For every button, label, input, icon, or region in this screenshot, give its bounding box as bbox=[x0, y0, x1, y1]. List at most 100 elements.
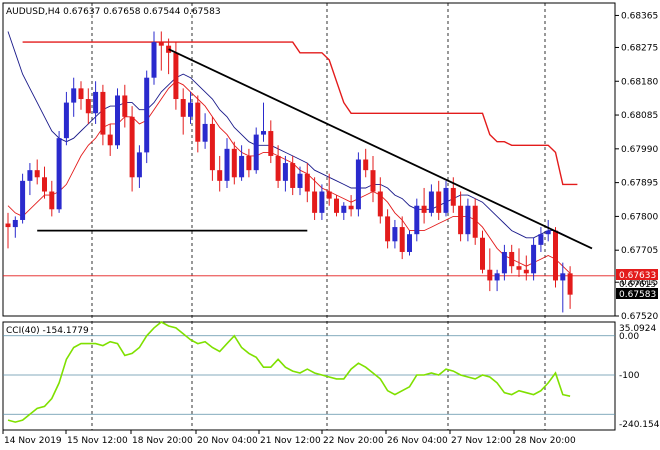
cci-levels bbox=[3, 335, 615, 415]
bid-price-label: 0.67633 bbox=[619, 271, 656, 281]
upper-band-line bbox=[22, 41, 578, 186]
candle-body bbox=[42, 177, 47, 192]
price-tick-label: 0.68365 bbox=[621, 11, 658, 21]
price-tick-label: 0.67800 bbox=[621, 212, 658, 222]
candle-body bbox=[56, 138, 62, 210]
close-price-flag bbox=[616, 288, 658, 299]
candle-body bbox=[523, 269, 529, 274]
price-tick-label: 0.67520 bbox=[621, 312, 658, 322]
candle-body bbox=[173, 52, 179, 100]
candle-body bbox=[202, 123, 208, 142]
candle-body bbox=[414, 205, 420, 235]
time-tick-label: 27 Nov 12:00 bbox=[451, 436, 512, 446]
price-panel[interactable] bbox=[2, 2, 616, 317]
candle-body bbox=[20, 180, 26, 220]
price-tick-label: 0.67615 bbox=[621, 278, 658, 288]
candle-body bbox=[531, 244, 537, 274]
candle-body bbox=[560, 273, 566, 281]
candle-body bbox=[180, 99, 186, 117]
candle-body bbox=[282, 163, 288, 181]
candle-body bbox=[545, 230, 551, 235]
candle-body bbox=[49, 191, 55, 210]
candle-body bbox=[480, 237, 485, 270]
candle-body bbox=[421, 205, 427, 213]
candle-body bbox=[348, 205, 354, 210]
candle-body bbox=[268, 131, 274, 156]
time-tick-label: 18 Nov 20:00 bbox=[132, 436, 193, 446]
candle-body bbox=[355, 159, 361, 210]
candle-body bbox=[217, 170, 223, 181]
candle-body bbox=[297, 173, 303, 188]
candle-body bbox=[334, 198, 339, 213]
candle-body bbox=[115, 95, 120, 146]
candle-body bbox=[399, 227, 405, 252]
candle-body bbox=[209, 123, 215, 171]
candle-body bbox=[428, 191, 434, 213]
candle-body bbox=[312, 191, 318, 213]
candle-body bbox=[326, 191, 332, 199]
candle-body bbox=[392, 227, 398, 242]
cci-panel[interactable] bbox=[2, 321, 616, 431]
below-bid-price-label: 0.67615 bbox=[619, 280, 656, 290]
time-tick-label: 20 Nov 04:00 bbox=[197, 436, 258, 446]
candle-body bbox=[407, 234, 412, 252]
candle-body bbox=[34, 170, 40, 178]
bid-price-flag bbox=[616, 269, 658, 280]
time-tick-label: 14 Nov 2019 bbox=[4, 436, 62, 446]
candle-body bbox=[319, 191, 325, 213]
candle-body bbox=[129, 116, 135, 178]
candle-body bbox=[553, 230, 558, 281]
candle-body bbox=[501, 251, 507, 274]
candle-body bbox=[465, 205, 471, 235]
time-axis: 14 Nov 2019 15 Nov 12:00 18 Nov 20:00 20 No… bbox=[2, 430, 576, 446]
cci-minus-100-label: -100 bbox=[619, 371, 640, 381]
price-tick-label: 0.68275 bbox=[621, 43, 658, 53]
candle-body bbox=[246, 155, 252, 171]
vertical-grid bbox=[91, 3, 546, 430]
cci-max-label: 35.0924 bbox=[619, 324, 656, 334]
trendlines bbox=[37, 48, 593, 250]
candle-body bbox=[231, 148, 237, 178]
candle-body bbox=[487, 269, 493, 281]
candle-body bbox=[450, 187, 456, 206]
candle-body bbox=[290, 163, 296, 188]
candle-body bbox=[363, 159, 369, 171]
candle-body bbox=[538, 234, 544, 245]
candle-body bbox=[151, 42, 157, 78]
candle-body bbox=[224, 148, 230, 181]
price-tick-label: 0.68180 bbox=[621, 77, 658, 87]
candle-body bbox=[436, 191, 442, 213]
candle-body bbox=[341, 205, 347, 213]
candle-body bbox=[472, 205, 478, 238]
candle-body bbox=[253, 134, 259, 171]
candle-body bbox=[78, 88, 84, 100]
candle-body bbox=[370, 170, 376, 192]
candle-body bbox=[71, 88, 77, 103]
candle-body bbox=[494, 273, 500, 281]
candle-body bbox=[27, 170, 33, 181]
candle-body bbox=[85, 99, 91, 114]
time-tick-label: 26 Nov 04:00 bbox=[387, 436, 448, 446]
candle-body bbox=[122, 95, 128, 117]
candle-body bbox=[509, 251, 515, 267]
candle-body bbox=[516, 266, 522, 270]
candle-body bbox=[107, 134, 113, 146]
price-tick-label: 0.67990 bbox=[621, 145, 658, 155]
candles bbox=[5, 31, 573, 313]
candle-body bbox=[136, 152, 142, 178]
candle-body bbox=[261, 131, 266, 135]
candle-body bbox=[188, 102, 193, 117]
time-tick-label: 28 Nov 20:00 bbox=[515, 436, 576, 446]
price-tick-label: 0.67895 bbox=[621, 179, 658, 189]
close-price-label: 0.67583 bbox=[619, 290, 656, 300]
price-tick-label: 0.67705 bbox=[621, 246, 658, 256]
cci-zero-label: 0.00 bbox=[619, 332, 639, 342]
candle-body bbox=[443, 187, 449, 213]
chart-header: AUDUSD,H4 0.67637 0.67658 0.67544 0.6758… bbox=[6, 7, 221, 17]
candle-body bbox=[304, 173, 310, 192]
trendline bbox=[168, 48, 593, 250]
candle-body bbox=[12, 219, 18, 228]
cci-line bbox=[7, 321, 571, 423]
